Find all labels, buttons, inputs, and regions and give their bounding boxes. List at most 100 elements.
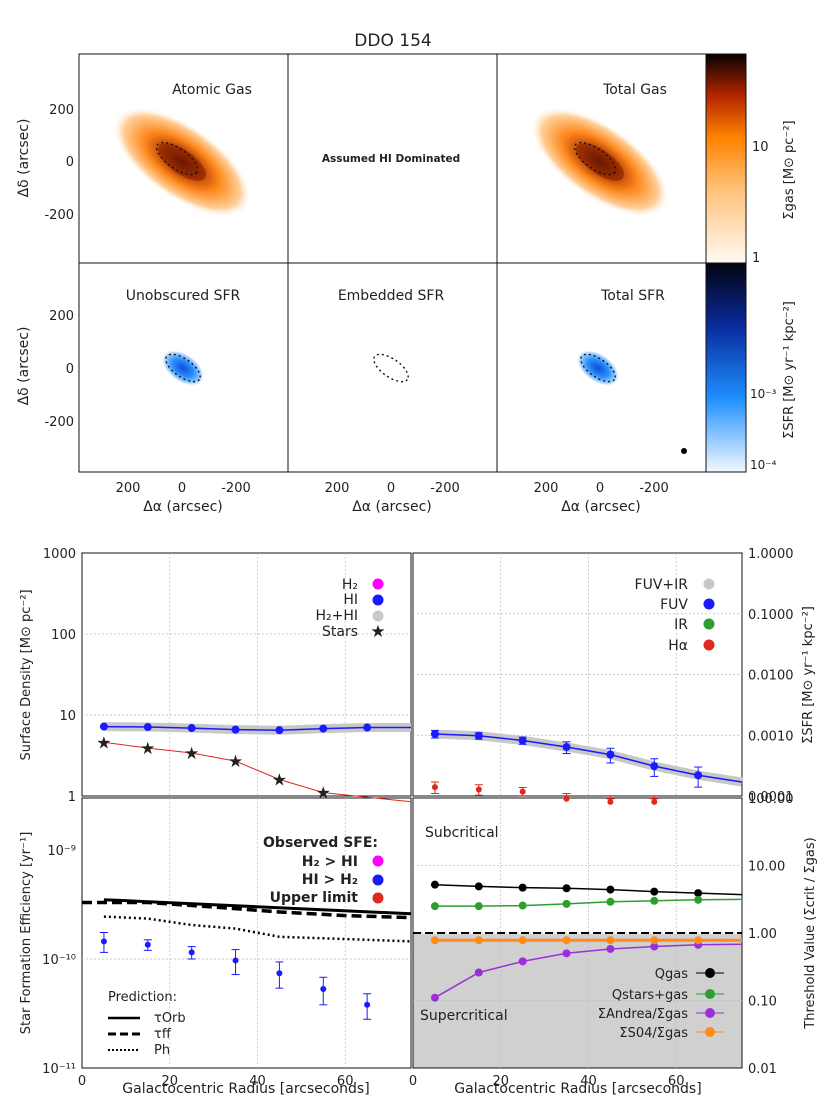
surface-density-ylabel: Surface Density [M⊙ pc⁻²] <box>19 589 34 760</box>
svg-text:τOrb: τOrb <box>154 1011 186 1026</box>
data-point <box>430 936 439 945</box>
y-tick-label: 0.1000 <box>748 608 794 623</box>
y-tick-label: 0.10 <box>748 995 777 1010</box>
data-point <box>474 968 483 977</box>
threshold-series-line <box>434 883 743 896</box>
star-marker: ★ <box>272 770 287 790</box>
map-xlabel-1: Δα (arcsec) <box>143 499 223 515</box>
svg-text:H₂ > HI: H₂ > HI <box>302 854 358 870</box>
data-point <box>276 970 283 977</box>
y-tick-label: 0.0100 <box>748 669 794 684</box>
y-tick-label: 1 <box>68 790 76 805</box>
svg-text:IR: IR <box>674 617 688 633</box>
data-point <box>607 798 614 805</box>
star-marker: ★ <box>184 744 199 764</box>
tick-labels: 10001001011.00000.10000.01000.00100.0001… <box>42 547 793 1089</box>
y-tick-label: 0.0010 <box>748 729 794 744</box>
data-point <box>474 882 483 891</box>
total-gas-map <box>531 107 669 217</box>
supercritical-region <box>413 934 742 1068</box>
data-point <box>275 726 284 735</box>
map-grid: Atomic Gas Assumed HI Dominated Total Ga… <box>16 53 797 515</box>
x-tick-label: 0 <box>409 1074 417 1089</box>
data-point <box>430 880 439 889</box>
data-point <box>519 788 526 795</box>
x-tick-label: 60 <box>337 1074 354 1089</box>
y-tick-label: 100 <box>51 628 76 643</box>
star-marker: ★ <box>316 784 331 804</box>
data-point <box>562 743 571 752</box>
gas-colorbar-tick-1: 1 <box>752 251 760 266</box>
data-point <box>430 993 439 1002</box>
data-point <box>651 798 658 805</box>
data-point <box>475 786 482 793</box>
svg-text:H₂: H₂ <box>342 577 358 593</box>
threshold-series-line <box>434 943 743 999</box>
panel-label-h2: Assumed HI Dominated <box>322 153 460 165</box>
data-point <box>694 895 703 904</box>
data-point <box>364 1001 371 1008</box>
atomic-gas-map <box>113 107 251 217</box>
y-tick-label: 1.00 <box>748 927 777 942</box>
svg-text:Observed SFE:: Observed SFE: <box>263 835 378 851</box>
data-point <box>694 771 703 780</box>
y-tick-label: 0.0001 <box>748 790 794 805</box>
map-y-ticks-top: 200 0 -200 <box>44 103 74 223</box>
data-point <box>474 936 483 945</box>
stars-line <box>103 741 412 803</box>
star-marker: ★ <box>140 739 155 759</box>
data-point <box>363 723 372 732</box>
gas-colorbar <box>705 53 747 264</box>
panel-label-embedded-sfr: Embedded SFR <box>338 288 445 304</box>
data-point <box>100 938 107 945</box>
gas-colorbar-label: Σgas [M⊙ pc⁻²] <box>782 120 797 219</box>
threshold-xlabel: Galactocentric Radius [arcseconds] <box>454 1081 701 1097</box>
data-point <box>650 936 659 945</box>
map-y-ticks-bottom: 200 0 -200 <box>44 309 74 430</box>
y-tick-label: 10⁻⁹ <box>47 844 76 859</box>
map-xlabel-2: Δα (arcsec) <box>352 499 432 515</box>
svg-text:FUV: FUV <box>660 597 688 613</box>
data-point <box>430 902 439 911</box>
x-tick-label: 40 <box>249 1074 266 1089</box>
x-tick-label: 20 <box>492 1074 509 1089</box>
data-point <box>143 723 152 732</box>
svg-text:-200: -200 <box>221 481 251 496</box>
data-point <box>518 736 527 745</box>
data-point <box>518 901 527 910</box>
panel-label-total-sfr: Total SFR <box>600 288 665 304</box>
beam-marker <box>681 448 687 454</box>
prediction-legend: Prediction: τOrb τff Ph <box>108 990 186 1058</box>
svg-text:0: 0 <box>66 362 74 377</box>
tau-orb-line <box>103 898 412 916</box>
svg-text:-200: -200 <box>44 208 74 223</box>
y-tick-label: 10.00 <box>748 860 785 875</box>
data-point <box>320 986 327 993</box>
surface-density-legend: H₂ HI H₂+HI Stars ★ <box>315 577 385 642</box>
svg-text:Hα: Hα <box>668 638 688 654</box>
svg-text:-200: -200 <box>430 481 460 496</box>
data-point <box>562 884 571 893</box>
svg-text:200: 200 <box>49 309 74 324</box>
y-tick-label: 100.00 <box>748 792 794 807</box>
fuv-line <box>434 733 743 783</box>
surface-density-plot <box>81 552 412 797</box>
data-point <box>650 887 659 896</box>
sfe-legend: Observed SFE: H₂ > HI HI > H₂ Upper limi… <box>263 835 384 906</box>
embedded-sfr-map <box>373 353 409 383</box>
y-tick-label: 10 <box>59 709 76 724</box>
svg-text:200: 200 <box>116 481 141 496</box>
map-ylabel-bottom: Δδ (arcsec) <box>16 327 32 406</box>
star-marker: ★ <box>96 733 111 753</box>
threshold-ylabel: Threshold Value (Σcrit / Σgas) <box>803 837 818 1029</box>
data-point <box>606 885 615 894</box>
svg-text:★: ★ <box>370 622 385 642</box>
svg-text:200: 200 <box>49 103 74 118</box>
x-tick-label: 40 <box>580 1074 597 1089</box>
svg-text:0: 0 <box>387 481 395 496</box>
chart-marks: ★ ★ ★ ★ ★ ★ <box>82 722 743 1020</box>
data-point <box>319 724 328 733</box>
panel-label-atomic-gas: Atomic Gas <box>172 82 252 98</box>
profile-plots: ★ ★ ★ ★ ★ ★ Surface Density [M⊙ pc⁻²] ΣSFR [M… <box>19 547 818 1097</box>
